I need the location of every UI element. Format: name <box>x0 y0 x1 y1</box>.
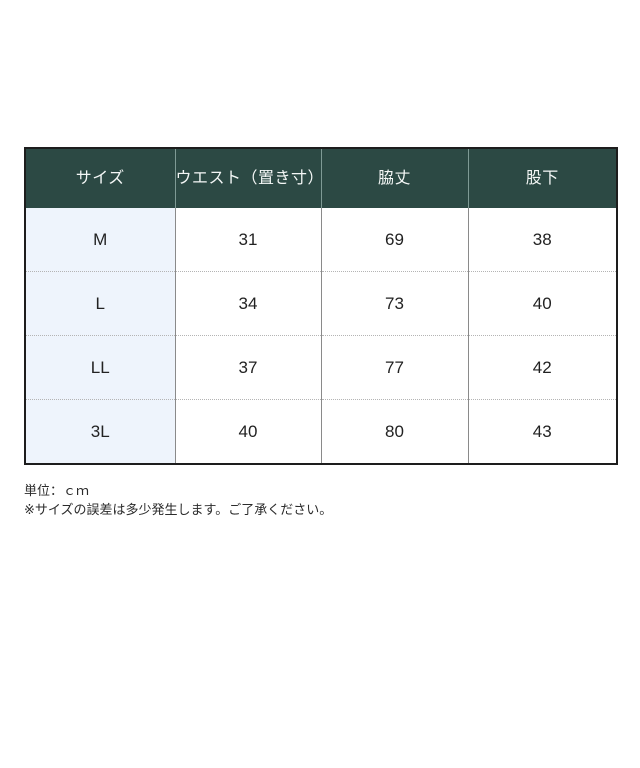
unit-note: 単位：ｃｍ <box>24 483 90 498</box>
column-header-waist: ウエスト（置き寸） <box>175 148 324 208</box>
column-header-size: サイズ <box>25 148 176 208</box>
size-table: サイズ ウエスト（置き寸） 脇丈 股下 M 31 69 38 L 34 73 4 <box>24 147 618 465</box>
cell-outseam: 73 <box>321 271 469 336</box>
cell-waist: 40 <box>175 399 322 464</box>
table-row: L 34 73 40 <box>25 271 617 336</box>
cell-waist: 37 <box>175 335 322 400</box>
cell-outseam: 69 <box>321 208 469 272</box>
table-row: M 31 69 38 <box>25 208 617 272</box>
cell-inseam: 42 <box>468 335 617 400</box>
cell-size: LL <box>25 335 176 400</box>
table-row: LL 37 77 42 <box>25 335 617 400</box>
cell-outseam: 80 <box>321 399 469 464</box>
cell-inseam: 38 <box>468 208 617 272</box>
cell-outseam: 77 <box>321 335 469 400</box>
table-row: 3L 40 80 43 <box>25 399 617 464</box>
cell-size: 3L <box>25 399 176 464</box>
table-notes: 単位：ｃｍ ※サイズの誤差は多少発生します。ご了承ください。 <box>24 481 332 519</box>
cell-inseam: 43 <box>468 399 617 464</box>
cell-waist: 31 <box>175 208 322 272</box>
disclaimer-note: ※サイズの誤差は多少発生します。ご了承ください。 <box>24 502 333 517</box>
cell-waist: 34 <box>175 271 322 336</box>
size-table-body: M 31 69 38 L 34 73 40 LL 37 77 42 <box>25 208 617 464</box>
table-header-row: サイズ ウエスト（置き寸） 脇丈 股下 <box>25 148 617 208</box>
column-header-inseam: 股下 <box>468 148 617 208</box>
column-header-outseam: 脇丈 <box>321 148 469 208</box>
cell-inseam: 40 <box>468 271 617 336</box>
cell-size: L <box>25 271 176 336</box>
size-table-header: サイズ ウエスト（置き寸） 脇丈 股下 <box>25 148 617 208</box>
cell-size: M <box>25 208 176 272</box>
size-table-container: サイズ ウエスト（置き寸） 脇丈 股下 M 31 69 38 L 34 73 4 <box>24 147 618 465</box>
